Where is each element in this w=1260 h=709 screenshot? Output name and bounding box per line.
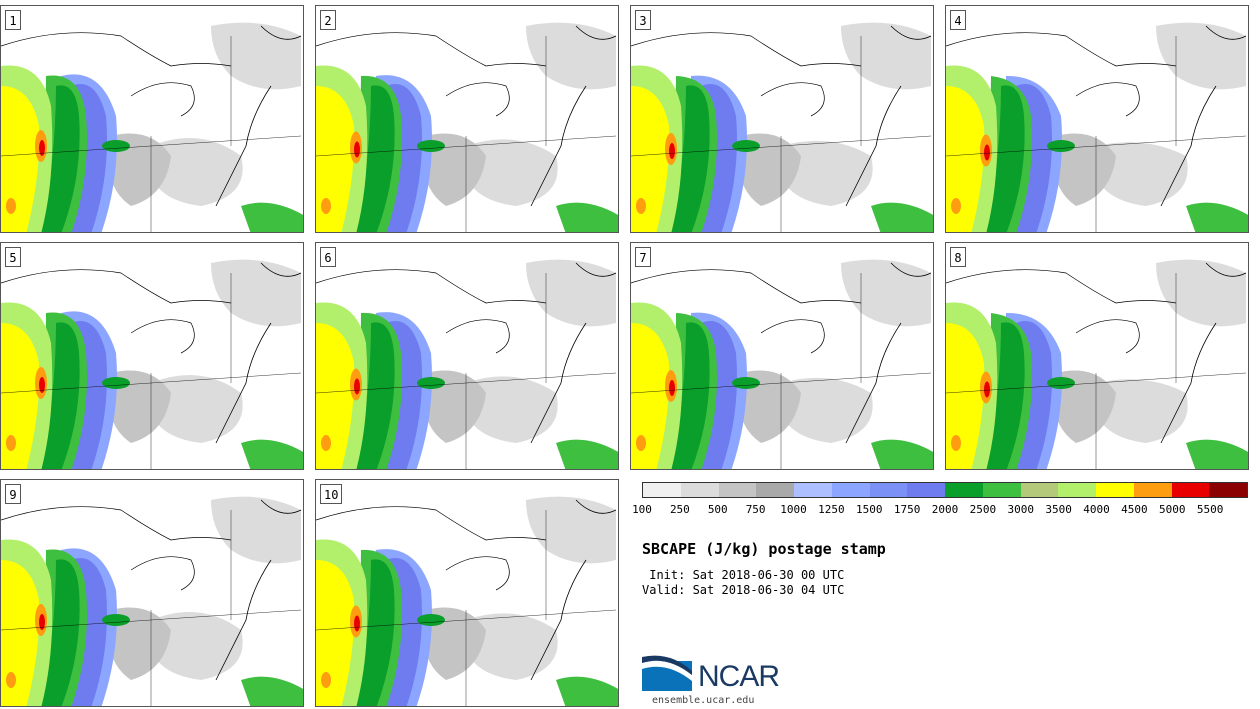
colorbar-tick-label: 500 [707, 503, 728, 516]
sbcape-map [631, 243, 933, 469]
sbcape-map [946, 6, 1248, 232]
sbcape-map [316, 243, 618, 469]
colorbar-swatch [1020, 483, 1059, 497]
logo-url: ensemble.ucar.edu [652, 695, 755, 706]
colorbar-tick-label: 1750 [893, 503, 921, 516]
colorbar-tick-label: 1500 [856, 503, 883, 516]
sbcape-map [316, 480, 618, 706]
member-panel-1: 1 [0, 5, 304, 233]
colorbar-swatch [756, 483, 794, 497]
colorbar-tick-label: 100 [632, 503, 652, 516]
colorbar-tick-label: 2500 [969, 503, 997, 516]
sbcape-map [631, 6, 933, 232]
colorbar-tick-label: 1000 [780, 503, 807, 516]
member-panel-6: 6 [315, 242, 619, 470]
colorbar-tick-label: 5000 [1159, 503, 1186, 516]
panel-number: 8 [950, 247, 966, 267]
colorbar-swatch [794, 483, 832, 497]
colorbar-tick-label: 1250 [818, 503, 845, 516]
panel-number: 5 [5, 247, 21, 267]
colorbar-swatch [1209, 483, 1247, 497]
colorbar-swatch [869, 483, 908, 497]
sbcape-map [946, 243, 1248, 469]
panel-number: 7 [635, 247, 651, 267]
colorbar-swatch [945, 483, 983, 497]
colorbar-tick-label: 4500 [1121, 503, 1148, 516]
panel-number: 4 [950, 10, 966, 30]
panel-number: 2 [320, 10, 336, 30]
colorbar-swatch [1133, 483, 1172, 497]
colorbar-swatch [718, 483, 757, 497]
sbcape-map [316, 6, 618, 232]
ncar-logo-icon [642, 655, 692, 691]
colorbar-labels: 100 250 500 750 1000 1250 1500 1750 2000 2500 3000… [632, 503, 1248, 519]
colorbar-swatch [643, 483, 681, 497]
colorbar-swatch [982, 483, 1021, 497]
colorbar-tick-label: 250 [669, 503, 690, 516]
logo-wordmark: NCAR [698, 660, 780, 693]
init-time: Init: Sat 2018-06-30 00 UTC [642, 568, 845, 582]
member-panel-3: 3 [630, 5, 934, 233]
member-panel-9: 9 [0, 479, 304, 707]
figure-title: SBCAPE (J/kg) postage stamp [642, 540, 886, 558]
colorbar-tick-label: 2000 [931, 503, 959, 516]
sbcape-map [1, 243, 303, 469]
colorbar-tick-label: 4000 [1083, 503, 1110, 516]
member-panel-4: 4 [945, 5, 1249, 233]
colorbar-tick-label: 3500 [1045, 503, 1072, 516]
panel-number: 1 [5, 10, 21, 30]
colorbar-swatch [1058, 483, 1096, 497]
colorbar-swatch [1171, 483, 1210, 497]
sbcape-map [1, 480, 303, 706]
sbcape-map [1, 6, 303, 232]
member-panel-2: 2 [315, 5, 619, 233]
colorbar-swatch [680, 483, 719, 497]
panel-number: 10 [320, 484, 343, 504]
member-panel-5: 5 [0, 242, 304, 470]
panel-number: 6 [320, 247, 336, 267]
colorbar-swatch [1096, 483, 1134, 497]
member-panel-7: 7 [630, 242, 934, 470]
colorbar-swatch [831, 483, 870, 497]
panel-number: 3 [635, 10, 651, 30]
colorbar-tick-label: 5500 [1196, 503, 1224, 516]
member-panel-10: 10 [315, 479, 619, 707]
member-panel-8: 8 [945, 242, 1249, 470]
colorbar-swatch [907, 483, 945, 497]
colorbar-tick-label: 3000 [1007, 503, 1035, 516]
valid-time: Valid: Sat 2018-06-30 04 UTC [642, 583, 845, 597]
colorbar-tick-label: 750 [745, 503, 766, 516]
colorbar [642, 482, 1248, 498]
panel-number: 9 [5, 484, 21, 504]
